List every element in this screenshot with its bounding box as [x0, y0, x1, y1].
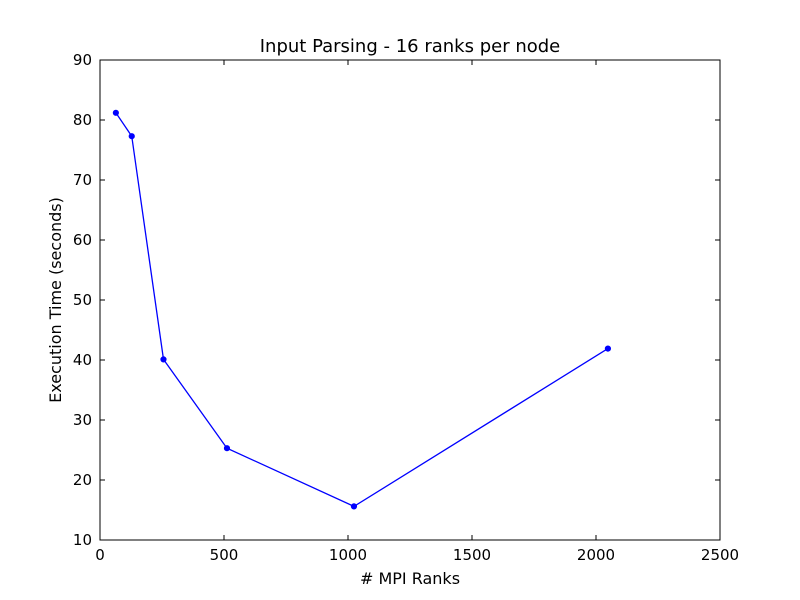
x-tick-label: 2000: [577, 546, 615, 564]
data-point: [160, 356, 167, 363]
y-tick-label: 30: [73, 411, 92, 429]
y-tick-label: 60: [73, 231, 92, 249]
x-tick-label: 500: [210, 546, 239, 564]
data-point: [128, 133, 135, 140]
plot-background: [100, 60, 720, 540]
y-tick-label: 80: [73, 111, 92, 129]
data-point: [350, 503, 358, 510]
y-tick-label: 90: [73, 51, 92, 69]
plot-frame: [99, 59, 721, 541]
y-axis-label: Execution Time (seconds): [46, 197, 65, 403]
series-line: [115, 112, 609, 508]
y-tick-label: 70: [73, 171, 92, 189]
y-tick-label: 50: [73, 291, 92, 309]
x-tick-label: 1500: [453, 546, 491, 564]
data-point: [223, 445, 231, 452]
x-tick-label: 2500: [701, 546, 739, 564]
series-layer: [112, 109, 612, 510]
y-tick-label: 20: [73, 471, 92, 489]
data-point: [112, 109, 119, 116]
x-axis-label: # MPI Ranks: [360, 569, 460, 588]
chart-title: Input Parsing - 16 ranks per node: [260, 36, 561, 57]
tick-labels: 0 500 1000 1500 2000 2500 10 20 30 40 50 60 70 80 90: [73, 51, 739, 564]
y-tick-label: 10: [73, 531, 92, 549]
x-tick-label: 1000: [329, 546, 367, 564]
x-tick-label: 0: [95, 546, 105, 564]
y-tick-label: 40: [73, 351, 92, 369]
data-point: [604, 345, 612, 352]
